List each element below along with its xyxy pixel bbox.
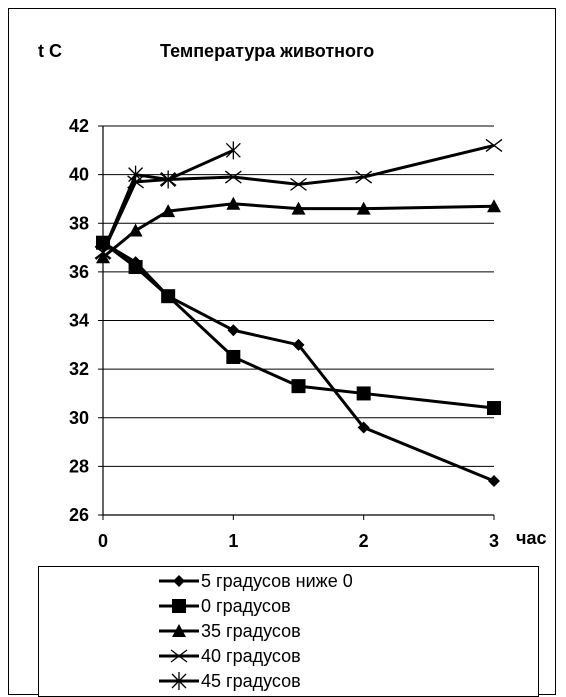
- data-point: [160, 170, 176, 189]
- series-diamond: [97, 236, 500, 487]
- legend-swatch-square: [159, 599, 199, 613]
- legend-label: 45 градусов: [201, 670, 301, 691]
- x-tick-label: 0: [98, 531, 108, 551]
- data-point: [485, 138, 503, 152]
- y-tick-label: 38: [69, 213, 89, 233]
- y-tick-label: 32: [69, 359, 89, 379]
- line-chart: 26 28 30 32 34 36 38 40 42 0 1 2 3: [69, 116, 503, 551]
- data-point: [487, 199, 501, 213]
- y-tick-label: 36: [69, 262, 89, 282]
- data-point: [161, 204, 176, 218]
- legend-marker: [171, 672, 187, 690]
- series-x: [94, 138, 503, 259]
- y-tick-label: 40: [69, 165, 89, 185]
- series-square: [96, 235, 501, 416]
- legend-marker: [172, 599, 186, 613]
- data-point: [95, 243, 111, 262]
- legend-item: 35 градусов: [159, 619, 301, 643]
- data-point: [227, 324, 240, 337]
- legend-swatch-star: [159, 672, 199, 690]
- data-point: [356, 201, 371, 215]
- series-line: [101, 143, 495, 254]
- data-point: [356, 386, 371, 401]
- legend-item: 5 градусов ниже 0: [159, 569, 353, 593]
- series-star: [95, 141, 241, 262]
- series-line: [102, 241, 495, 483]
- data-point: [128, 223, 143, 237]
- data-point: [487, 401, 501, 416]
- legend-swatch-diamond: [159, 575, 199, 587]
- legend-label: 35 градусов: [201, 620, 301, 641]
- data-point: [226, 349, 241, 364]
- data-point: [225, 141, 241, 160]
- data-point: [292, 338, 305, 351]
- legend-swatch-x: [159, 649, 199, 663]
- legend-item: 40 градусов: [159, 644, 301, 668]
- data-point: [290, 177, 307, 191]
- x-tick-label: 2: [359, 531, 369, 551]
- legend-label: 40 градусов: [201, 645, 301, 666]
- legend-marker: [173, 575, 185, 587]
- y-tick-label: 26: [69, 505, 89, 525]
- legend: 5 градусов ниже 0 0 градусов 35 градусов…: [38, 566, 539, 697]
- data-point: [291, 379, 306, 394]
- y-tick-label: 34: [69, 311, 89, 331]
- series-line: [101, 148, 234, 254]
- legend-item: 45 градусов: [159, 669, 301, 693]
- legend-item: 0 градусов: [159, 594, 291, 618]
- x-axis-label: час: [516, 528, 547, 548]
- data-point: [488, 474, 500, 487]
- data-point: [161, 289, 176, 304]
- x-tick-label: 3: [489, 531, 499, 551]
- data-point: [357, 421, 370, 434]
- y-tick-label: 28: [69, 456, 89, 476]
- data-point: [226, 196, 241, 210]
- series-triangle: [96, 196, 501, 264]
- data-point: [291, 201, 306, 215]
- legend-label: 5 градусов ниже 0: [201, 570, 353, 591]
- data-point: [128, 165, 144, 184]
- chart-title: Температура животного: [160, 41, 375, 61]
- data-point: [355, 170, 373, 184]
- legend-label: 0 градусов: [201, 595, 291, 616]
- legend-swatch-triangle: [159, 624, 199, 637]
- data-point: [128, 260, 143, 275]
- legend-marker: [170, 649, 188, 663]
- y-axis-label: t C: [38, 41, 62, 61]
- legend-marker: [172, 624, 186, 637]
- x-tick-label: 1: [228, 531, 238, 551]
- data-point: [224, 170, 242, 184]
- y-tick-label: 30: [69, 408, 89, 428]
- y-tick-label: 42: [69, 116, 89, 136]
